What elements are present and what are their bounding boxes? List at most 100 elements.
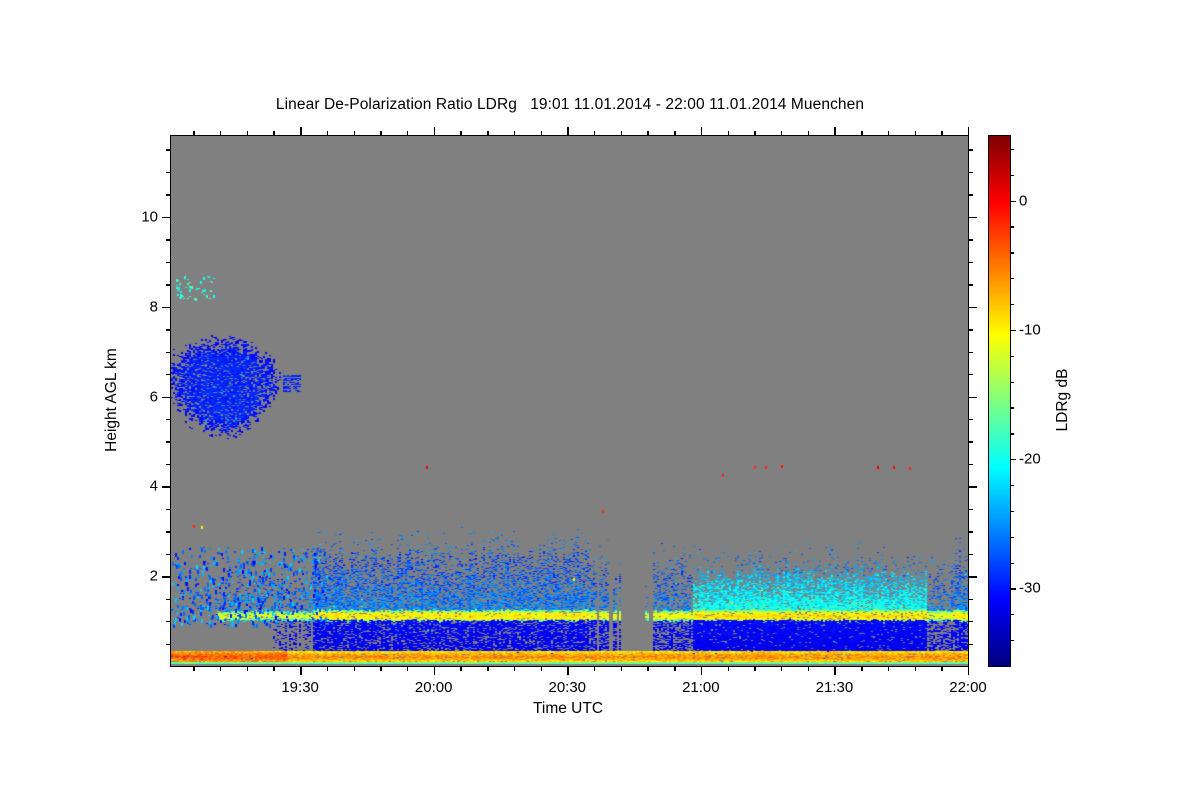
- colorbar-minor-tick: [1010, 148, 1014, 151]
- colorbar-minor-tick: [1010, 433, 1014, 435]
- x-axis-minor-tick: [754, 666, 756, 671]
- colorbar-minor-tick: [1010, 562, 1014, 564]
- x-axis-minor-tick: [861, 666, 863, 671]
- x-axis-tick: [968, 666, 970, 675]
- y-axis-title: Height AGL km: [103, 348, 120, 452]
- colorbar-minor-tick: [1010, 485, 1014, 487]
- colorbar: 0 -10 -20 -30: [988, 135, 1041, 667]
- x-axis-title: Time UTC: [532, 700, 604, 717]
- y-axis-minor-tick-right: [968, 351, 973, 353]
- x-axis-minor-tick: [219, 666, 222, 671]
- x-axis-tick: [433, 666, 436, 675]
- y-axis-minor-tick: [166, 261, 171, 264]
- y-axis-minor-tick-right: [968, 463, 973, 466]
- x-axis-minor-tick: [460, 666, 462, 671]
- x-axis-minor-tick-top: [513, 131, 516, 136]
- x-axis-minor-tick: [914, 666, 916, 671]
- y-axis-minor-tick: [166, 194, 171, 196]
- x-axis-minor-tick-top: [887, 131, 890, 136]
- colorbar-minor-tick: [1010, 226, 1014, 228]
- y-axis-tick-right: [968, 576, 977, 578]
- y-axis-minor-tick-right: [968, 239, 973, 241]
- y-axis-tick-right: [968, 306, 977, 309]
- x-axis-minor-tick: [353, 666, 355, 671]
- x-axis-minor-tick-top: [647, 131, 649, 136]
- y-axis-minor-tick-right: [968, 621, 973, 623]
- y-axis-tick: [162, 216, 171, 219]
- y-axis-tick-label: 2: [149, 567, 158, 585]
- x-axis-minor-tick-top: [193, 131, 195, 136]
- x-axis-minor-tick-top: [246, 131, 249, 136]
- figure-title: Linear De-Polarization Ratio LDRg 19:01 …: [275, 96, 865, 113]
- y-axis-minor-tick: [166, 643, 171, 645]
- x-axis-tick-top: [968, 127, 970, 136]
- x-axis-minor-tick: [193, 666, 195, 671]
- x-axis-minor-tick: [406, 666, 409, 671]
- x-axis-minor-tick: [780, 666, 783, 671]
- y-axis-minor-tick-right: [968, 374, 973, 376]
- colorbar-tick-label: -30: [1019, 579, 1041, 597]
- x-axis-minor-tick-top: [861, 131, 863, 136]
- x-axis-minor-tick: [540, 666, 542, 671]
- y-axis-minor-tick-right: [968, 441, 973, 443]
- y-axis-minor-tick: [166, 441, 171, 443]
- y-axis-minor-tick-right: [968, 598, 973, 601]
- colorbar-gradient: [989, 136, 1010, 666]
- x-axis-minor-tick-top: [620, 131, 623, 136]
- x-axis-minor-tick: [487, 666, 489, 671]
- colorbar-minor-tick: [1010, 407, 1014, 409]
- y-axis-minor-tick-right: [968, 171, 973, 174]
- y-axis-minor-tick: [166, 329, 171, 331]
- x-axis-tick-label: 20:30: [548, 679, 587, 696]
- colorbar-minor-tick: [1010, 510, 1014, 513]
- x-axis-minor-tick-top: [487, 131, 489, 136]
- y-axis-minor-tick-right: [968, 418, 973, 421]
- colorbar-tick: [1010, 459, 1016, 461]
- x-axis-tick-label: 21:30: [815, 679, 854, 696]
- x-axis-minor-tick-top: [460, 131, 462, 136]
- x-axis-tick: [700, 666, 703, 675]
- y-axis-tick-right: [968, 216, 977, 219]
- y-axis-tick-label: 6: [149, 388, 158, 405]
- y-axis-minor-tick: [166, 149, 171, 151]
- x-axis-minor-tick-top: [914, 131, 916, 136]
- x-axis-minor-tick: [941, 666, 943, 671]
- x-axis-tick-top: [567, 127, 569, 136]
- y-axis-tick-right: [968, 396, 977, 398]
- x-axis-minor-tick-top: [540, 131, 542, 136]
- y-axis-minor-tick-right: [968, 531, 973, 533]
- x-axis-minor-tick: [807, 666, 810, 671]
- y-axis-tick: [162, 576, 171, 578]
- x-axis-minor-tick: [273, 666, 275, 671]
- x-axis-minor-tick: [326, 666, 329, 671]
- x-axis-minor-tick: [887, 666, 890, 671]
- x-axis-minor-tick: [246, 666, 249, 671]
- x-axis-minor-tick: [593, 666, 596, 671]
- y-axis-minor-tick: [166, 553, 171, 556]
- y-axis-minor-tick-right: [968, 508, 973, 511]
- y-axis-minor-tick-right: [968, 149, 973, 151]
- colorbar-tick: [1010, 200, 1016, 202]
- colorbar-tick: [1010, 588, 1016, 590]
- x-axis-minor-tick-top: [326, 131, 329, 136]
- plot-area: 10 8 6 4 2 19:30 20:00 20:30 21:00 21:30 22:00: [141, 127, 987, 696]
- y-axis-minor-tick-right: [968, 643, 973, 645]
- x-axis-tick-label: 20:00: [414, 679, 453, 696]
- colorbar-minor-tick: [1010, 304, 1014, 306]
- y-axis-minor-tick: [166, 239, 171, 241]
- colorbar-minor-tick: [1010, 278, 1014, 280]
- y-axis-minor-tick: [166, 418, 171, 421]
- y-axis-minor-tick: [166, 508, 171, 511]
- colorbar-minor-tick: [1010, 640, 1014, 642]
- x-axis-minor-tick: [727, 666, 729, 671]
- colorbar-tick: [1010, 329, 1016, 332]
- x-axis-minor-tick: [513, 666, 516, 671]
- x-axis-tick: [300, 666, 302, 675]
- y-axis-minor-tick-right: [968, 284, 973, 286]
- x-axis-minor-tick-top: [380, 131, 382, 136]
- x-axis-minor-tick-top: [219, 131, 222, 136]
- x-axis-tick-label: 22:00: [949, 679, 987, 696]
- colorbar-tick-label: 0: [1019, 192, 1028, 210]
- y-axis-minor-tick: [166, 351, 171, 353]
